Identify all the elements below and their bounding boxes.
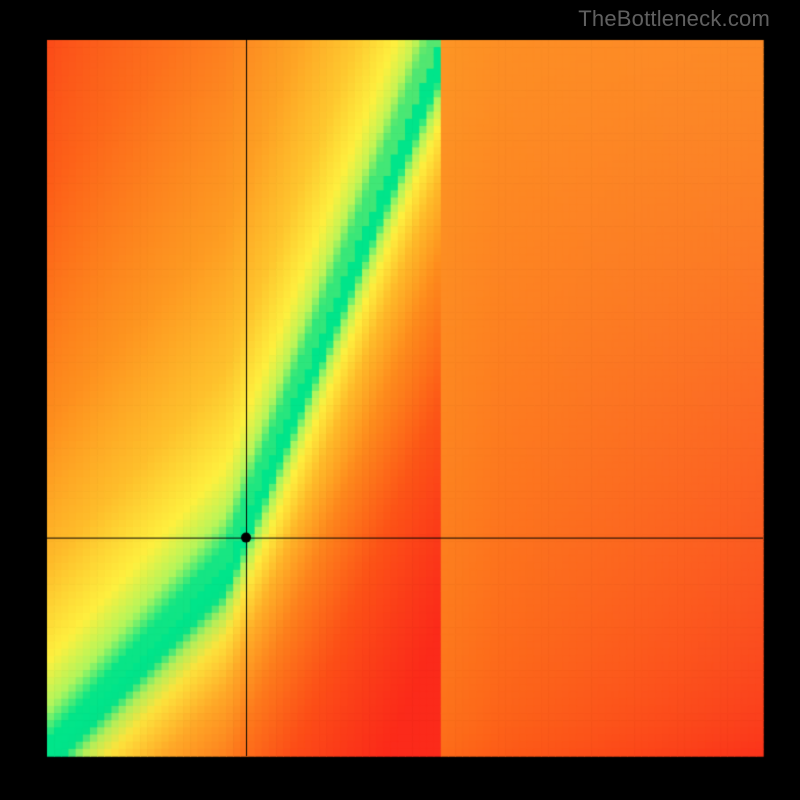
bottleneck-heatmap <box>0 0 800 800</box>
root-container: { "canvas": { "width": 800, "height": 80… <box>0 0 800 800</box>
watermark-text: TheBottleneck.com <box>578 6 770 32</box>
